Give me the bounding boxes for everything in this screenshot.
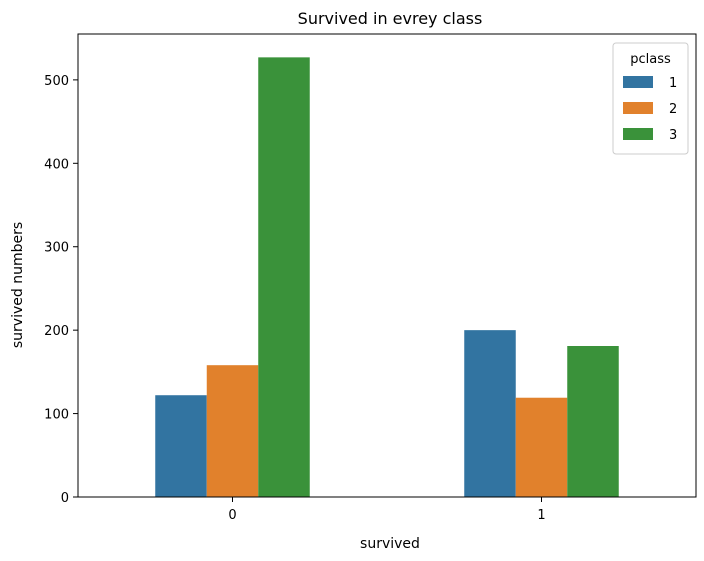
y-tick-label: 200 — [44, 324, 69, 339]
legend-swatch-1 — [623, 76, 653, 88]
x-tick-label: 0 — [228, 508, 236, 523]
legend-box — [612, 42, 689, 155]
y-tick-label: 300 — [44, 241, 69, 256]
bar-pclass-2-survived-1 — [515, 397, 568, 497]
x-axis-label: survived — [360, 536, 420, 552]
y-axis-label: survived numbers — [10, 222, 26, 348]
x-tick-label: 1 — [537, 508, 545, 523]
legend-label-1: 1 — [669, 76, 677, 91]
y-tick-label: 0 — [61, 491, 69, 506]
plot-frame — [77, 33, 697, 498]
legend-swatch-2 — [623, 102, 653, 114]
bar-pclass-1-survived-1 — [464, 330, 516, 497]
bar-pclass-3-survived-1 — [567, 346, 619, 497]
legend-label-3: 3 — [669, 128, 677, 143]
legend-swatch-3 — [623, 128, 653, 140]
y-tick-label: 500 — [44, 74, 69, 89]
y-tick-label: 400 — [44, 157, 69, 172]
y-tick-label: 100 — [44, 408, 69, 423]
bar-pclass-1-survived-0 — [155, 395, 207, 497]
bar-pclass-2-survived-0 — [206, 365, 259, 497]
bars-group — [155, 57, 619, 498]
legend-title: pclass — [630, 52, 671, 67]
chart-title: Survived in evrey class — [298, 9, 483, 28]
legend-label-2: 2 — [669, 102, 677, 117]
legend: pclass 1 2 3 — [612, 42, 689, 155]
bar-pclass-3-survived-0 — [258, 57, 310, 498]
axes-group: 0 100 200 300 400 500 0 1 — [44, 33, 697, 523]
